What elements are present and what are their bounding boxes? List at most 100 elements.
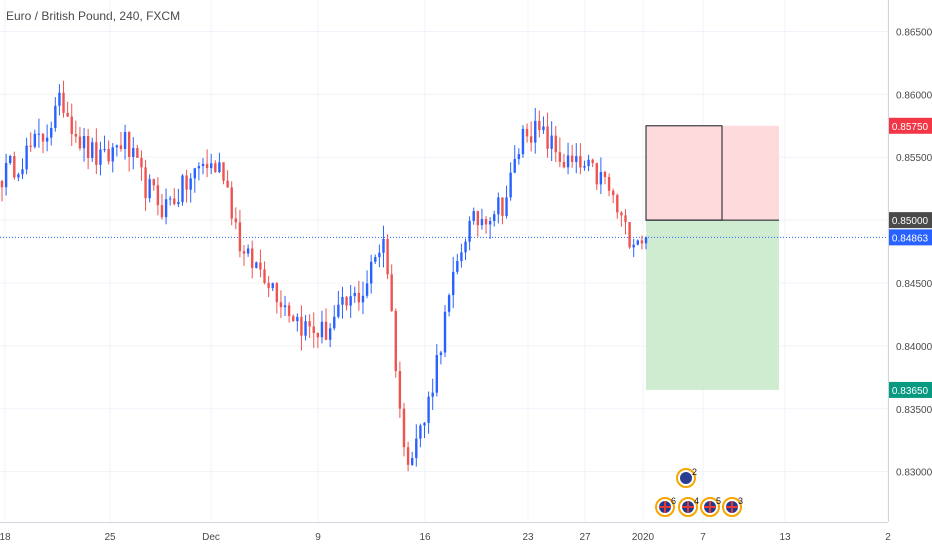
candle-body xyxy=(152,179,155,186)
candle-body xyxy=(189,178,192,190)
candle-body xyxy=(521,128,525,155)
candle-body xyxy=(173,198,176,205)
candle-body xyxy=(58,92,61,106)
candle-body xyxy=(566,155,570,168)
candle-body xyxy=(456,261,459,272)
candle-body xyxy=(136,148,139,158)
candle-body xyxy=(488,221,492,225)
x-tick-label: Dec xyxy=(202,532,220,543)
candle-body xyxy=(304,321,307,336)
candle-body xyxy=(41,133,45,142)
candle-body xyxy=(279,302,283,308)
candle-body xyxy=(447,295,451,312)
candle-body xyxy=(29,145,32,147)
candle-body xyxy=(333,316,336,329)
candle-body xyxy=(13,156,16,178)
candle-body xyxy=(369,261,373,284)
candle-body xyxy=(611,190,615,196)
candle-body xyxy=(529,136,533,143)
flag-icon xyxy=(680,472,692,484)
x-tick-label: 2 xyxy=(885,532,891,543)
candle-body xyxy=(505,197,508,216)
candle-body xyxy=(361,295,365,303)
candle-body xyxy=(0,180,4,188)
candle-body xyxy=(86,136,90,158)
candle-body xyxy=(374,257,377,262)
candle-body xyxy=(562,161,566,168)
candle-body xyxy=(259,262,262,270)
candle-body xyxy=(620,212,623,216)
candle-body xyxy=(419,425,422,439)
candle-body xyxy=(144,167,147,199)
candle-body xyxy=(246,248,250,254)
candle-body xyxy=(525,128,529,137)
candle-body xyxy=(95,142,98,165)
candle-body xyxy=(197,166,201,169)
candle-body xyxy=(66,112,69,117)
x-tick-label: 13 xyxy=(779,532,791,543)
x-tick-label: 9 xyxy=(315,532,321,543)
stop-zone xyxy=(646,125,779,221)
candle-body xyxy=(54,105,57,128)
candle-body xyxy=(410,458,414,465)
candle-body xyxy=(296,316,299,322)
candle-body xyxy=(575,156,578,162)
candle-body xyxy=(427,396,430,423)
candle-body xyxy=(394,310,397,372)
candle-body xyxy=(283,305,287,308)
target-zone xyxy=(646,220,779,390)
candle-body xyxy=(464,241,467,253)
candle-body xyxy=(439,352,443,355)
candle-body xyxy=(308,321,311,327)
candle-body xyxy=(168,198,172,200)
candle-body xyxy=(583,166,586,168)
candle-body xyxy=(148,179,151,199)
candle-body xyxy=(181,175,184,203)
candle-body xyxy=(74,133,78,137)
candle-body xyxy=(476,211,480,226)
candle-body xyxy=(214,163,217,173)
candle-body xyxy=(123,132,127,149)
candle-body xyxy=(382,238,385,253)
position-tool[interactable] xyxy=(0,125,888,390)
candle-body xyxy=(402,408,406,448)
candle-body xyxy=(17,174,20,178)
event-count: 2 xyxy=(692,467,697,477)
candle-body xyxy=(599,172,603,185)
candle-body xyxy=(91,142,94,158)
y-tick-label: 0.86000 xyxy=(896,90,932,101)
candle-body xyxy=(287,305,291,317)
candle-body xyxy=(509,172,512,198)
candle-body xyxy=(103,149,106,151)
candle-body xyxy=(242,251,246,254)
candle-body xyxy=(70,116,73,134)
event-count: 5 xyxy=(716,496,721,506)
candle-body xyxy=(238,222,242,252)
candle-body xyxy=(45,137,49,142)
candle-body xyxy=(435,354,439,393)
candle-body xyxy=(160,205,164,218)
candle-body xyxy=(497,197,500,215)
candle-body xyxy=(341,296,344,305)
candle-body xyxy=(132,148,135,157)
candle-body xyxy=(50,127,53,138)
candle-body xyxy=(119,145,123,149)
price-label-bg xyxy=(889,229,932,246)
candle-body xyxy=(251,248,254,268)
candle-body xyxy=(115,145,119,148)
event-count: 4 xyxy=(694,496,699,506)
candle-body xyxy=(222,162,225,181)
event-markers[interactable]: 2 6 4 5 3 xyxy=(655,467,743,517)
candle-body xyxy=(636,240,639,245)
candle-body xyxy=(21,169,24,175)
candle-body xyxy=(607,177,611,191)
price-label: 0.85750 xyxy=(892,122,929,133)
candle-body xyxy=(234,218,238,223)
x-tick-label: 16 xyxy=(419,532,431,543)
candle-body xyxy=(415,438,418,459)
candle-body xyxy=(640,240,644,244)
candle-body xyxy=(406,447,410,465)
chart-title: Euro / British Pound, 240, FXCM xyxy=(6,9,181,23)
